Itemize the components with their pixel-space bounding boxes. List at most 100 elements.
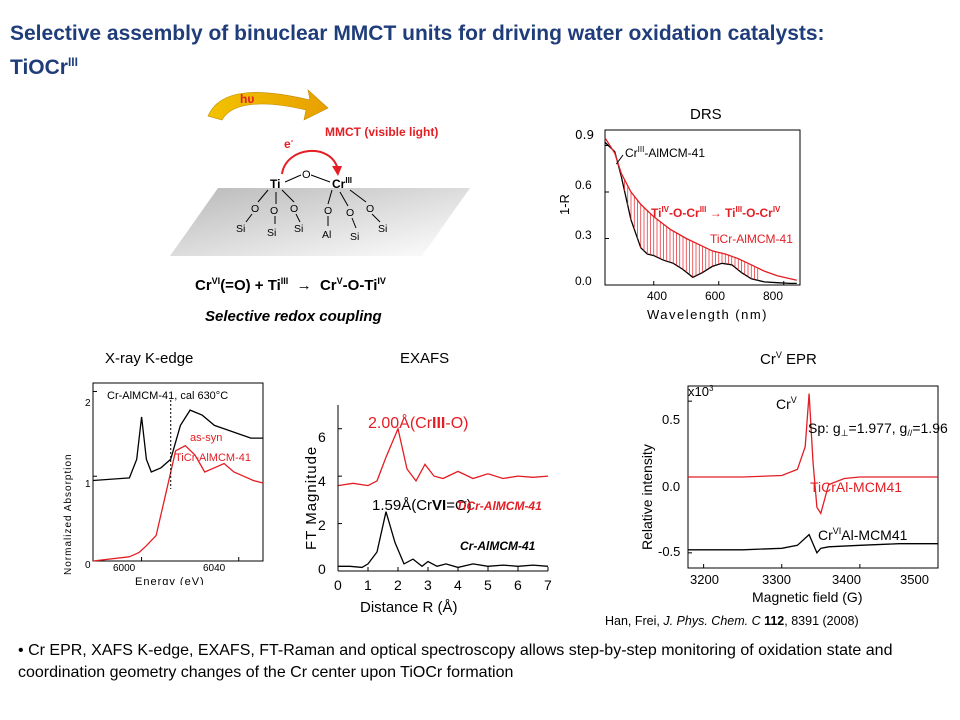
svg-text:O: O [366, 203, 374, 215]
exafs-xtick-label-1: 1 [364, 577, 372, 593]
epr-xtick-label-3200: 3200 [690, 572, 719, 587]
exafs-xtick-label-6: 6 [514, 577, 522, 593]
exafs-annot-ticr: TiCr-AlMCM-41 [456, 499, 542, 513]
light-arrow-icon [207, 89, 329, 121]
drs-label: DRS [690, 106, 722, 123]
svg-text:O: O [346, 207, 354, 219]
exafs-xtick-label-4: 4 [454, 577, 462, 593]
xray-plot-series-1 [92, 444, 264, 562]
exafs-annot-criii: 2.00Å(CrIII-O) [368, 413, 468, 432]
epr-ylabel: Relative intensity [639, 444, 655, 550]
title-line-1: Selective assembly of binuclear MMCT uni… [10, 22, 825, 45]
epr-xtick-label-3300: 3300 [762, 572, 791, 587]
bullet-symbol: • [18, 642, 24, 659]
exafs-xtick-label-2: 2 [394, 577, 402, 593]
epr-annot-ticr: TiCrAl-MCM41 [810, 479, 902, 495]
cr-legs: O O O Al Si Si [322, 189, 387, 243]
xray-ylabel: Normalized Absorption [63, 453, 74, 575]
mmct-label: MMCT (visible light) [325, 125, 438, 139]
svg-text:Al: Al [322, 229, 331, 241]
xray-annot-ticr: TiCr-AlMCM-41 [175, 452, 251, 464]
bond-ti-o [284, 174, 302, 183]
exafs-xtick-label-5: 5 [484, 577, 492, 593]
xray-annot-assyn: as-syn [190, 432, 222, 444]
exafs-plot-series-1 [338, 511, 549, 569]
epr-plot-series-0 [688, 393, 938, 515]
epr-xtick-label-3400: 3400 [832, 572, 861, 587]
drs-ytick-label-0.3: 0.3 [575, 228, 592, 242]
electron-arrow-icon [281, 149, 339, 175]
epr-annot-scale: x103 [688, 384, 714, 399]
drs-chart: 0.9 0.6 0.3 0.0 400 600 800 Wavelength (… [557, 128, 801, 322]
citation-volume: 112 [764, 614, 785, 628]
exafs-annot-cr: Cr-AlMCM-41 [460, 539, 536, 553]
exafs-ylabel: FT Magnitude [303, 446, 320, 550]
drs-annot-transfer: TiIV-O-CrIII → TiIII-O-CrIV [651, 205, 781, 220]
epr-ytick-label--0.5: -0.5 [658, 544, 680, 559]
epr-label: CrV EPR [760, 350, 817, 368]
drs-annot-cr: CrIII-AlMCM-41 [625, 145, 705, 160]
drs-plot-frame [604, 129, 801, 286]
drs-ytick-label-0.0: 0.0 [575, 274, 592, 288]
reaction-ti-sup: III [280, 276, 289, 286]
svg-text:Si: Si [350, 231, 359, 243]
title-line-2-main: TiOCr [10, 56, 68, 79]
xray-ytick-label-0: 0 [85, 560, 91, 571]
reaction-cr2-sup: V [336, 276, 343, 286]
xray-xtick-label-6040: 6040 [203, 563, 226, 574]
drs-ytick-label-0.9: 0.9 [575, 128, 594, 142]
svg-text:Si: Si [378, 223, 387, 235]
citation: Han, Frei, J. Phys. Chem. C 112, 8391 (2… [605, 614, 859, 628]
ti-legs: O O O Si Si Si [236, 189, 303, 239]
drs-annot-ticr: TiCr-AlMCM-41 [710, 232, 793, 246]
epr-ytick-label-0.5: 0.5 [662, 412, 680, 427]
drs-ytick-label-0.6: 0.6 [575, 178, 592, 192]
epr-plot-series-1 [688, 533, 938, 555]
reaction-cr: Cr [195, 277, 212, 294]
title-line-2-sup: III [67, 55, 78, 69]
xray-ytick-label-2: 2 [85, 398, 91, 409]
epr-annot-crv: CrV [776, 395, 797, 412]
reaction-ti2-sup: IV [377, 276, 386, 286]
bond-o-cr [310, 174, 331, 183]
xray-ytick-label-1: 1 [85, 479, 91, 490]
cr-atom: CrIII [332, 176, 352, 191]
svg-text:O: O [290, 203, 298, 215]
drs-xlabel: Wavelength (nm) [647, 307, 768, 322]
exafs-xtick-label-3: 3 [424, 577, 432, 593]
bridge-o-atom: O [302, 169, 311, 181]
exafs-ytick-label-0: 0 [318, 561, 326, 577]
exafs-ytick-label-4: 4 [318, 473, 326, 489]
electron-arrowhead-icon [332, 166, 342, 176]
citation-journal: J. Phys. Chem. C [663, 614, 761, 628]
xray-xtick-label-6000: 6000 [113, 563, 136, 574]
svg-text:Si: Si [236, 223, 245, 235]
coupling-caption: Selective redox coupling [205, 308, 382, 325]
svg-text:Si: Si [294, 223, 303, 235]
epr-annot-crvi: CrVIAl-MCM41 [818, 526, 908, 543]
exafs-xlabel: Distance R (Å) [360, 599, 458, 616]
epr-xlabel: Magnetic field (G) [752, 589, 862, 605]
slide-title: Selective assembly of binuclear MMCT uni… [10, 20, 950, 82]
reaction-equation: CrVI(=O) + TiIII → CrV-O-TiIV [195, 276, 386, 294]
drs-xtick-label-800: 800 [763, 289, 783, 303]
xray-annot-cal: Cr-AlMCM-41, cal 630°C [107, 390, 228, 402]
xray-chart: 2 1 0 6000 6040 Energy (eV) Normalized A… [63, 382, 264, 585]
electron-label: e- [284, 136, 294, 151]
svg-text:O: O [251, 203, 259, 215]
reaction-cr2: Cr [319, 277, 337, 294]
exafs-ytick-label-2: 2 [318, 517, 326, 533]
xray-plot-frame [92, 382, 264, 562]
bullet-text: Cr EPR, XAFS K-edge, EXAFS, FT-Raman and… [18, 642, 893, 681]
svg-text:Si: Si [267, 227, 276, 239]
drs-ylabel: 1-R [557, 194, 572, 215]
xray-label: X-ray K-edge [105, 350, 194, 367]
epr-annot-gvalues: Sp: g⊥=1.977, g//=1.96 [808, 420, 948, 438]
reaction-part2: -O-Ti [342, 277, 378, 294]
ti-atom: Ti [270, 177, 280, 191]
drs-xtick-label-600: 600 [705, 289, 725, 303]
exafs-plot-series-0 [337, 426, 549, 487]
xray-plot-series-0 [92, 409, 263, 482]
epr-ytick-label-0.0: 0.0 [662, 479, 680, 494]
xray-xlabel: Energy (eV) [135, 576, 205, 585]
